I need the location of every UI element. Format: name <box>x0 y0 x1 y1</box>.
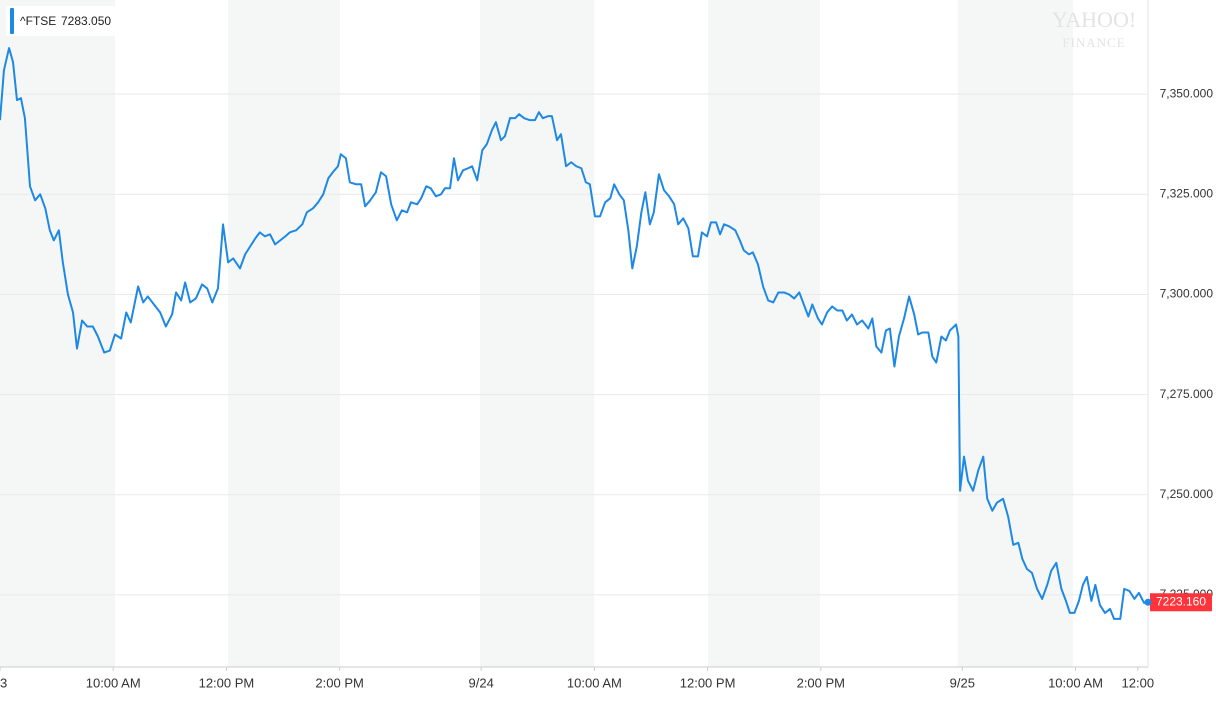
watermark: YAHOO! <box>1052 7 1136 32</box>
last-price-label: 7223.160 <box>1156 594 1206 608</box>
band <box>958 0 1073 667</box>
last-price-dot <box>1144 598 1152 606</box>
x-tick-label: 10:00 AM <box>1048 675 1103 690</box>
x-tick-label: 12:00 <box>1122 675 1155 690</box>
legend-swatch <box>10 8 14 34</box>
session-bands <box>0 0 1073 667</box>
y-tick-label: 7,275.000 <box>1160 387 1214 401</box>
band <box>228 0 340 667</box>
grid <box>0 93 1148 596</box>
x-tick-label: 10:00 AM <box>86 675 141 690</box>
legend-label: ^FTSE <box>20 14 56 28</box>
x-tick-label: 2:00 PM <box>315 675 363 690</box>
y-tick-label: 7,250.000 <box>1160 487 1214 501</box>
legend-box <box>6 6 116 36</box>
watermark: FINANCE <box>1062 35 1125 50</box>
last-price-badge <box>1150 593 1212 612</box>
legend-quote: 7283.050 <box>61 14 111 28</box>
x-tick-label: 2:00 PM <box>797 675 845 690</box>
band <box>708 0 820 667</box>
legend: ^FTSE 7283.050 <box>6 6 116 36</box>
price-line <box>0 47 1149 620</box>
x-tick-label: 23 <box>0 675 7 690</box>
x-tick-label: 10:00 AM <box>567 675 622 690</box>
x-tick-label: 9/24 <box>469 675 494 690</box>
y-tick-label: 7,325.000 <box>1160 186 1214 200</box>
y-tick-label: 7,300.000 <box>1160 287 1214 301</box>
plot <box>0 47 1149 620</box>
overlay: 7,225.0007,250.0007,275.0007,300.0007,32… <box>0 86 1213 690</box>
x-tick-label: 9/25 <box>950 675 975 690</box>
band <box>480 0 594 667</box>
x-tick-label: 12:00 PM <box>680 675 736 690</box>
y-tick-label: 7,350.000 <box>1160 86 1214 100</box>
x-tick-label: 12:00 PM <box>199 675 255 690</box>
